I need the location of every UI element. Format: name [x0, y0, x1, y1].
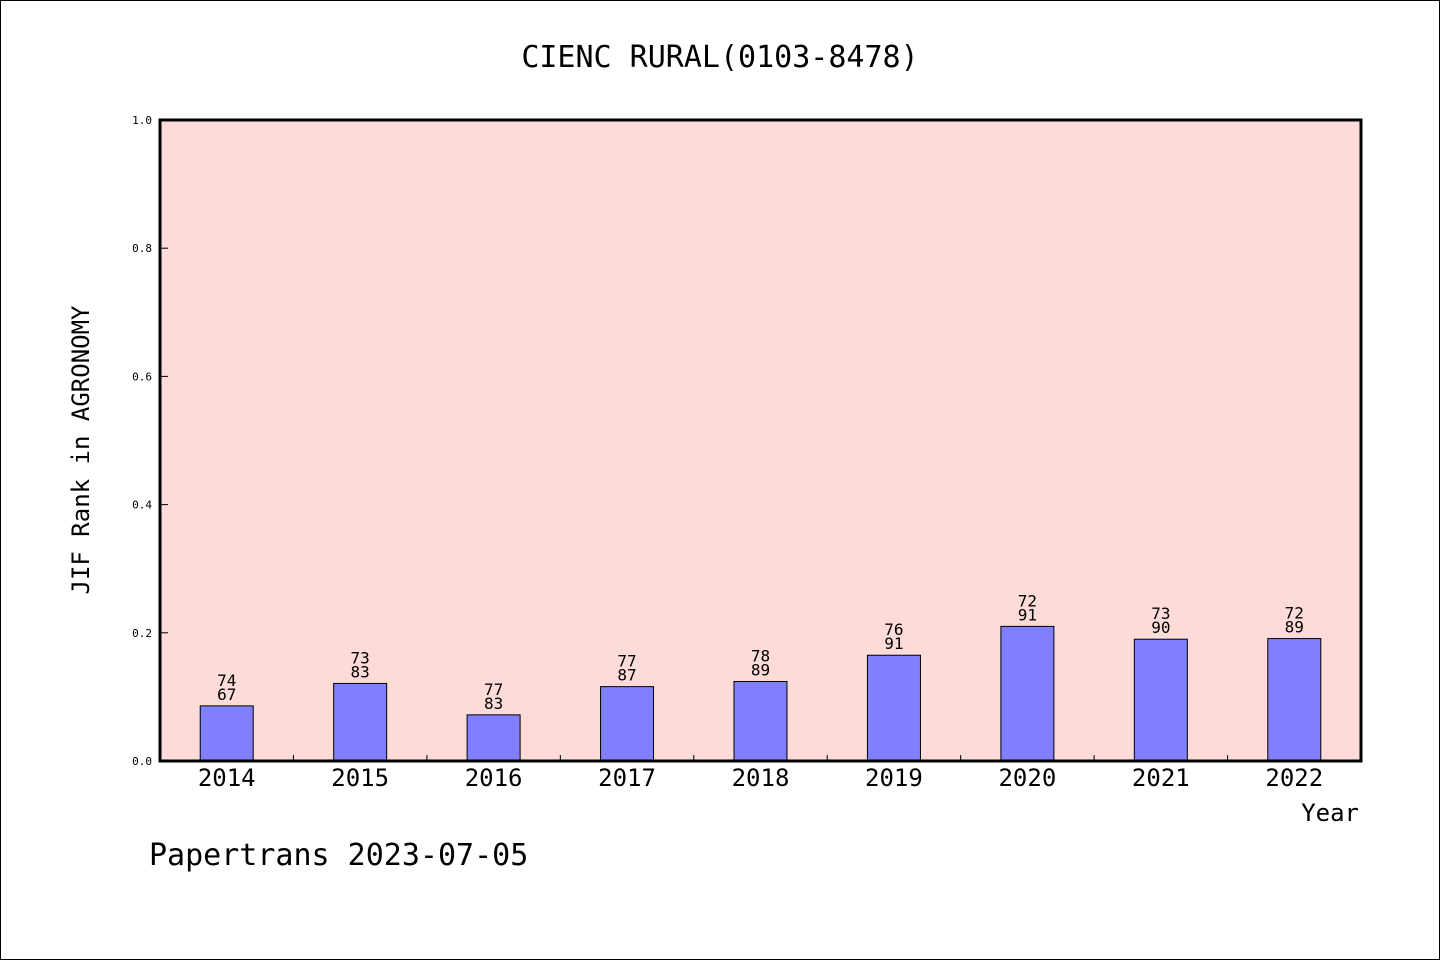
- data-label-top-2019: 76: [884, 620, 903, 639]
- data-label-bottom-2020: 91: [1018, 605, 1037, 624]
- x-tick-label-2022: 2022: [1265, 764, 1323, 792]
- x-tick-label-2021: 2021: [1132, 764, 1190, 792]
- bar-2020: [1000, 625, 1055, 762]
- y-tick-label: 0.8: [132, 242, 152, 255]
- x-tick-label-2018: 2018: [732, 764, 790, 792]
- data-label-top-2015: 73: [351, 648, 370, 667]
- data-label-bottom-2015: 83: [351, 662, 370, 681]
- bar-2016: [466, 714, 521, 762]
- data-label-top-2021: 73: [1151, 604, 1170, 623]
- data-label-top-2017: 77: [617, 652, 636, 671]
- data-label-bottom-2014: 67: [217, 685, 236, 704]
- y-tick-label: 0.2: [132, 627, 152, 640]
- bar-2021: [1133, 638, 1188, 762]
- x-axis-label: Year: [1301, 799, 1359, 827]
- plot-border: [158, 118, 1363, 763]
- x-tick-label-2015: 2015: [331, 764, 389, 792]
- bar-2022: [1267, 638, 1322, 762]
- data-label-bottom-2017: 87: [617, 666, 636, 685]
- x-tick-label-2016: 2016: [465, 764, 523, 792]
- data-label-bottom-2019: 91: [884, 634, 903, 653]
- bar-2014: [199, 705, 254, 762]
- x-tick-label-2020: 2020: [998, 764, 1056, 792]
- bars-group: [199, 625, 1322, 762]
- x-tick-label-2014: 2014: [198, 764, 256, 792]
- chart-title: CIENC RURAL(0103-8478): [521, 40, 918, 75]
- bar-2017: [600, 686, 655, 762]
- bar-2019: [866, 654, 921, 762]
- footer-credit: Papertrans 2023-07-05: [149, 838, 528, 873]
- x-axis-ticks: 2014 2015 2016 2017 2018 2019 2020 2021 2022: [198, 755, 1323, 792]
- bar-2018: [733, 681, 788, 762]
- x-tick-label-2017: 2017: [598, 764, 656, 792]
- y-tick-label: 0.4: [132, 499, 152, 512]
- data-label-top-2022: 72: [1285, 604, 1304, 623]
- data-label-bottom-2018: 89: [751, 661, 770, 680]
- y-tick-label: 0.6: [132, 370, 152, 383]
- data-label-top-2018: 78: [751, 647, 770, 666]
- y-tick-label: 1.0: [132, 114, 152, 127]
- y-axis-ticks: 0.0 0.2 0.4 0.6 0.8 1.0: [132, 114, 168, 768]
- data-label-bottom-2016: 83: [484, 694, 503, 713]
- data-label-top-2014: 74: [217, 671, 236, 690]
- y-tick-label: 0.0: [132, 755, 152, 768]
- x-tick-label-2019: 2019: [865, 764, 923, 792]
- bar-2015: [333, 682, 388, 762]
- data-label-bottom-2022: 89: [1285, 618, 1304, 637]
- y-axis-label: JIF Rank in AGRONOMY: [67, 305, 95, 595]
- data-label-bottom-2021: 90: [1151, 618, 1170, 637]
- data-label-top-2020: 72: [1018, 591, 1037, 610]
- data-label-top-2016: 77: [484, 680, 503, 699]
